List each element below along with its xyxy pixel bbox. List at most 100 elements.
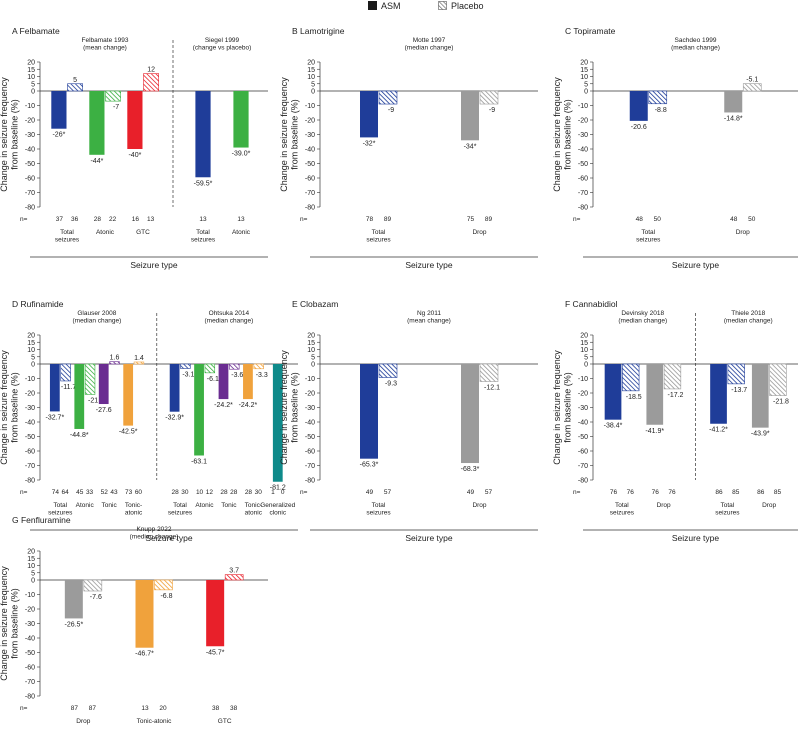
category-label: Atonic [195,502,214,509]
bar-asm [218,364,229,400]
y-tick-label: 5 [31,354,35,361]
panel-A: A Felbamate Change in seizure frequencyfr… [0,26,268,270]
n-value: 28 [245,489,253,496]
bar-asm [272,364,283,482]
y-tick-label: -80 [25,694,35,701]
y-tick-label: 20 [307,333,315,340]
n-label: n= [20,216,28,223]
n-value: 89 [485,216,493,223]
n-value: 37 [56,216,64,223]
y-tick-label: 20 [27,549,35,556]
panel-F: F Cannabidiol Change in seizure frequency… [552,299,798,543]
n-value: 13 [141,705,149,712]
data-label-placebo: -6.1 [207,376,219,383]
bar-asm [64,580,83,619]
n-value: 38 [212,705,220,712]
y-tick-label: 5 [584,354,588,361]
data-label-asm: -38.4* [604,423,623,430]
n-value: 87 [89,705,97,712]
n-value: 20 [159,705,167,712]
asm-swatch [368,1,377,10]
y-tick-label: 5 [584,81,588,88]
bar-placebo [105,90,121,102]
study-label: Sachdeo 1999 (median change) [671,37,720,51]
y-tick-label: 15 [27,556,35,563]
bar-asm [461,364,479,464]
data-label-placebo: 1.6 [110,355,120,362]
y-tick-label: 20 [307,60,315,67]
category-label: Total seizures [191,229,216,243]
y-tick-label: -60 [305,176,315,183]
n-value: 87 [71,705,79,712]
category-label: Total seizures [366,502,391,516]
y-tick-label: 10 [27,74,35,81]
y-tick-label: -80 [578,205,588,212]
y-tick-label: -40 [25,636,35,643]
category-label: Atonic [76,502,95,509]
y-tick-label: -20 [578,118,588,125]
n-value: 89 [384,216,392,223]
y-tick-label: -80 [578,478,588,485]
data-label-asm: -41.9* [645,428,664,435]
category-label: Atonic [96,229,115,236]
data-label-placebo: -3.1 [182,371,194,378]
n-label: n= [20,705,28,712]
data-label-asm: -68.3* [461,466,480,473]
data-label-asm: -20.6 [631,124,647,131]
y-tick-label: -40 [25,147,35,154]
data-label-asm: -14.8* [724,115,743,122]
y-tick-label: -50 [578,161,588,168]
data-label-placebo: -11.7 [61,384,77,391]
bar-placebo [769,363,787,396]
bar-placebo [663,363,682,390]
bar-asm [360,91,378,138]
panel-E: E Clobazam Change in seizure frequencyfro… [279,299,538,543]
y-tick-label: 20 [27,60,35,67]
bar-asm [195,91,211,178]
panel-C: C Topiramate Change in seizure frequencyf… [552,26,798,270]
y-tick-label: -30 [305,405,315,412]
n-value: 52 [101,489,109,496]
y-tick-label: -20 [25,118,35,125]
n-value: 49 [467,489,475,496]
data-label-placebo: -18.5 [626,394,642,401]
data-label-asm: -39.0* [232,151,251,158]
y-tick-label: -70 [578,463,588,470]
y-tick-label: -80 [25,205,35,212]
panel-title: F Cannabidiol [565,299,618,309]
category-label: Tonic-atonic [125,502,143,516]
y-tick-label: -50 [578,434,588,441]
bar-placebo [180,363,191,369]
n-value: 50 [654,216,662,223]
n-value: 64 [61,489,69,496]
y-tick-label: 0 [311,89,315,96]
y-tick-label: 10 [27,563,35,570]
category-label: Drop [736,229,750,236]
y-tick-label: 15 [27,67,35,74]
data-label-placebo: -3.6 [231,372,243,379]
y-tick-label: 0 [31,578,35,585]
bar-placebo [133,361,145,365]
bar-asm [206,580,225,647]
bar-asm [74,364,85,429]
y-tick-label: -50 [305,161,315,168]
n-value: 13 [199,216,207,223]
bar-placebo [143,73,159,92]
panel-title: E Clobazam [292,299,338,309]
category-label: GTC [136,229,150,236]
bar-asm [127,91,143,149]
bar-placebo [479,90,499,105]
x-axis-label: Seizure type [672,533,720,543]
data-label-placebo: -3.3 [256,372,268,379]
category-label: Tonic-atonic [245,502,263,516]
study-label: Motte 1997 (median change) [405,37,454,51]
y-tick-label: -60 [25,176,35,183]
category-label: Tonic [221,502,237,509]
category-label: Atonic [232,229,251,236]
y-axis-label: Change in seizure frequencyfrom baseline… [0,350,20,465]
n-value: 48 [730,216,738,223]
x-axis-label: Seizure type [145,533,193,543]
y-tick-label: -30 [25,405,35,412]
y-tick-label: -30 [305,132,315,139]
bar-asm [751,364,769,428]
